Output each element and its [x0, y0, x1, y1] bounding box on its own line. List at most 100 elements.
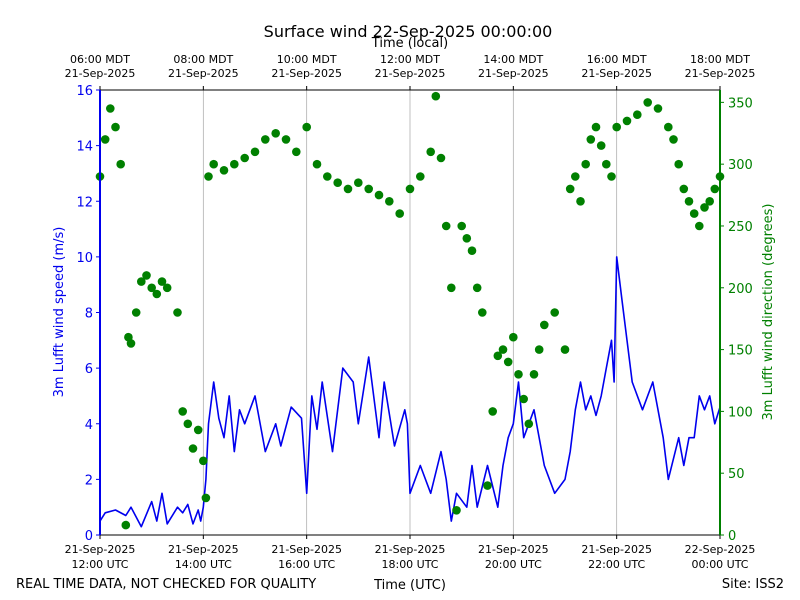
wind-direction-point	[607, 172, 616, 181]
wind-direction-point	[178, 407, 187, 416]
wind-direction-point	[271, 129, 281, 138]
top-tick-date: 21-Sep-2025	[375, 67, 446, 80]
wind-direction-point	[576, 197, 585, 206]
wind-direction-point	[581, 159, 590, 169]
wind-direction-point	[426, 147, 436, 157]
x-tick-time: 16:00 UTC	[278, 558, 335, 571]
wind-direction-point	[292, 147, 301, 157]
wind-direction-point	[157, 277, 167, 286]
wind-direction-point	[524, 419, 534, 429]
wind-direction-point	[219, 166, 229, 175]
wind-direction-point	[596, 141, 606, 150]
wind-direction-point	[519, 394, 528, 404]
site-label: Site: ISS2	[722, 577, 784, 592]
wind-direction-point	[302, 122, 312, 132]
wind-direction-point	[602, 159, 611, 169]
wind-direction-point	[462, 234, 472, 243]
wind-direction-series	[95, 91, 725, 530]
wind-direction-point	[483, 481, 492, 490]
wind-direction-point	[116, 159, 125, 169]
x-tick-time: 14:00 UTC	[175, 558, 232, 571]
wind-direction-point	[674, 159, 683, 169]
right-y-tick-label: 100	[728, 405, 753, 420]
wind-direction-point	[467, 246, 477, 255]
x-tick-date: 21-Sep-2025	[375, 543, 446, 556]
left-y-tick-label: 0	[85, 529, 93, 544]
left-y-tick-label: 14	[76, 140, 93, 155]
wind-direction-point	[472, 283, 482, 293]
left-y-tick-label: 8	[85, 307, 93, 322]
x-tick-date: 21-Sep-2025	[168, 543, 239, 556]
wind-speed-line	[99, 256, 721, 528]
wind-direction-point	[162, 283, 172, 293]
wind-direction-point	[230, 159, 239, 169]
chart-title: Surface wind 22-Sep-2025 00:00:00	[264, 22, 553, 41]
left-y-axis-ticks: 0 2 4 6 8 10 12 14 16	[76, 84, 100, 544]
wind-direction-point	[261, 135, 270, 144]
right-y-tick-label: 50	[728, 467, 745, 482]
wind-direction-point	[705, 197, 714, 206]
wind-direction-point	[281, 135, 291, 144]
wind-direction-point	[385, 197, 394, 206]
top-tick-date: 21-Sep-2025	[168, 67, 239, 80]
wind-direction-point	[700, 203, 709, 212]
right-y-axis-ticks: 0 50 100 150 200 250 300 350	[720, 96, 753, 544]
wind-direction-point	[586, 135, 596, 144]
right-y-tick-label: 200	[728, 282, 753, 297]
right-y-tick-label: 0	[728, 529, 736, 544]
top-tick-time: 12:00 MDT	[380, 53, 440, 66]
wind-direction-point	[612, 122, 621, 132]
quality-disclaimer: REAL TIME DATA, NOT CHECKED FOR QUALITY	[16, 577, 316, 592]
bottom-x-axis-ticks: 21-Sep-2025 12:00 UTC 21-Sep-2025 14:00 UTC…	[65, 535, 755, 571]
left-y-tick-label: 2	[85, 473, 93, 488]
wind-direction-point	[323, 172, 332, 181]
wind-direction-point	[591, 122, 601, 132]
right-y-axis-label: 3m Lufft wind direction (degrees)	[761, 204, 776, 421]
right-y-tick-label: 300	[728, 158, 753, 173]
wind-direction-point	[571, 172, 580, 181]
top-tick-date: 21-Sep-2025	[65, 67, 136, 80]
x-tick-time: 20:00 UTC	[485, 558, 542, 571]
top-tick-time: 14:00 MDT	[483, 53, 543, 66]
top-tick-time: 06:00 MDT	[70, 53, 130, 66]
wind-direction-point	[684, 197, 694, 206]
wind-direction-point	[131, 308, 141, 317]
wind-direction-point	[199, 456, 208, 466]
wind-direction-point	[695, 221, 704, 231]
wind-direction-point	[354, 178, 363, 187]
wind-direction-point	[416, 172, 425, 181]
wind-direction-point	[343, 184, 353, 194]
wind-direction-point	[374, 190, 384, 200]
top-tick-time: 18:00 MDT	[690, 53, 750, 66]
wind-direction-point	[126, 339, 136, 348]
x-tick-date: 21-Sep-2025	[271, 543, 342, 556]
left-y-tick-label: 12	[76, 195, 93, 210]
x-tick-time: 22:00 UTC	[588, 558, 645, 571]
x-tick-date: 21-Sep-2025	[581, 543, 652, 556]
wind-direction-point	[653, 104, 663, 113]
wind-direction-point	[478, 308, 487, 317]
wind-direction-point	[560, 345, 570, 354]
right-y-tick-label: 250	[728, 220, 753, 235]
wind-direction-point	[152, 289, 162, 299]
wind-direction-point	[201, 493, 211, 503]
wind-direction-point	[173, 308, 182, 317]
wind-direction-point	[509, 332, 518, 342]
top-tick-date: 21-Sep-2025	[581, 67, 652, 80]
wind-direction-point	[493, 351, 503, 361]
wind-direction-point	[121, 520, 131, 530]
wind-direction-point	[452, 506, 461, 515]
wind-direction-point	[514, 370, 523, 379]
wind-direction-point	[250, 147, 260, 157]
wind-direction-point	[534, 345, 544, 354]
x-tick-time: 00:00 UTC	[691, 558, 748, 571]
wind-direction-point	[333, 178, 343, 187]
wind-direction-point	[209, 159, 218, 169]
top-tick-time: 10:00 MDT	[277, 53, 337, 66]
x-tick-date: 21-Sep-2025	[65, 543, 136, 556]
wind-speed-series	[99, 256, 721, 528]
top-tick-time: 08:00 MDT	[173, 53, 233, 66]
wind-direction-point	[204, 172, 213, 181]
wind-direction-point	[405, 184, 415, 194]
